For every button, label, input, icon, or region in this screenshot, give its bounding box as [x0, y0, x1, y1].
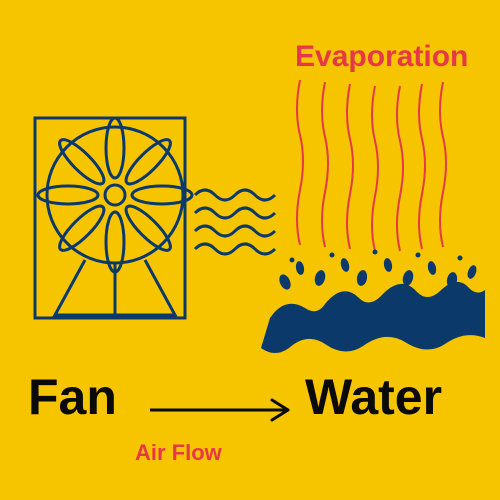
airflow-label: Air Flow	[135, 440, 222, 466]
fan-label: Fan	[28, 368, 117, 426]
diagram-canvas: Evaporation Fan Water Air Flow	[0, 0, 500, 500]
water-label: Water	[305, 368, 442, 426]
evaporation-label: Evaporation	[295, 40, 468, 74]
